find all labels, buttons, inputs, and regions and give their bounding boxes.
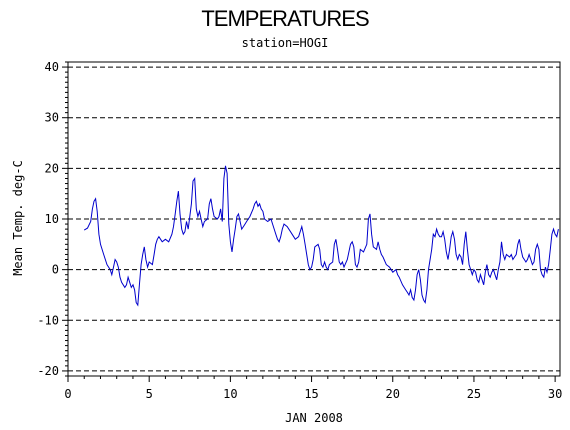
y-tick-label: -20 [37,364,59,378]
x-tick-label: 10 [223,387,237,401]
x-tick-label: 0 [64,387,71,401]
chart-subtitle: station=HOGI [241,36,329,50]
y-tick-label: 30 [45,111,59,125]
y-axis-label: Mean Temp. deg-C [11,160,25,276]
y-tick-label: 20 [45,161,59,175]
x-tick-label: 5 [146,387,153,401]
x-tick-label: 20 [386,387,400,401]
y-axis: -20 -10 0 10 20 30 40 [37,60,68,378]
y-tick-label: 10 [45,212,59,226]
temperature-series-line [83,165,559,307]
x-axis-label: JAN 2008 [285,411,343,425]
x-axis: 0 5 10 15 20 25 30 [64,376,562,401]
y-tick-label: -10 [37,313,59,327]
grid-lines [68,66,560,372]
x-tick-label: 30 [548,387,562,401]
x-tick-label: 25 [467,387,481,401]
chart-title: TEMPERATURES [201,6,369,31]
x-tick-label: 15 [304,387,318,401]
y-tick-label: 40 [45,60,59,74]
y-tick-label: 0 [52,263,59,277]
